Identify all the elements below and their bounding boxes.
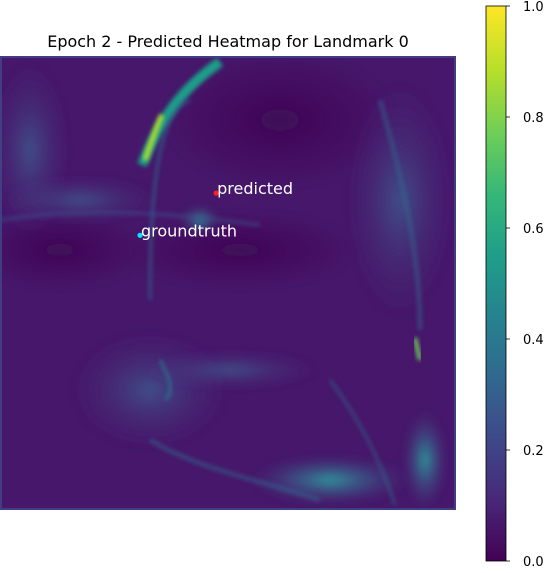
groundtruth-marker (137, 232, 143, 238)
colorbar-tick-label: 0.4 (523, 333, 544, 348)
colorbar-tick-label: 1.0 (523, 0, 544, 15)
landmark-points: predicted groundtruth (137, 179, 293, 240)
groundtruth-label: groundtruth (141, 221, 237, 240)
colorbar-tick-label: 0.2 (523, 444, 544, 459)
chart-title: Epoch 2 - Predicted Heatmap for Landmark… (47, 32, 409, 51)
colorbar-tick-label: 0.6 (523, 222, 544, 237)
colorbar-tick-label: 0.0 (523, 555, 544, 569)
heatmap-image (0, 56, 456, 510)
predicted-marker (213, 190, 219, 196)
predicted-label: predicted (217, 179, 293, 198)
colorbar-tick-label: 0.8 (523, 111, 544, 126)
colorbar (485, 5, 507, 562)
colorbar-ticks: 0.0 0.2 0.4 0.6 0.8 1.0 (506, 0, 544, 570)
